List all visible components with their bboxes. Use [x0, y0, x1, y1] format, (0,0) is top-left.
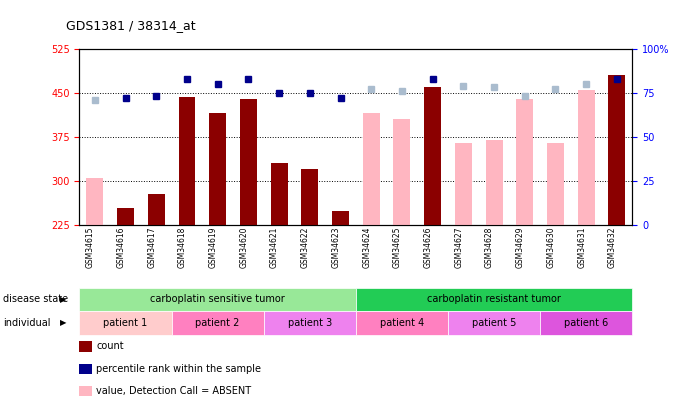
Bar [332, 211, 349, 225]
Text: GSM34618: GSM34618 [178, 227, 187, 268]
Text: patient 6: patient 6 [564, 318, 608, 328]
Text: GSM34627: GSM34627 [455, 227, 464, 268]
Text: patient 2: patient 2 [196, 318, 240, 328]
Text: individual: individual [3, 318, 51, 328]
Text: disease state: disease state [3, 294, 68, 304]
Bar [609, 75, 625, 225]
Bar [547, 143, 564, 225]
Text: ▶: ▶ [60, 295, 66, 304]
Text: count: count [96, 341, 124, 351]
Text: GSM34622: GSM34622 [301, 227, 310, 268]
Text: GSM34626: GSM34626 [424, 227, 433, 268]
Bar [486, 140, 502, 225]
Text: GSM34630: GSM34630 [547, 227, 556, 269]
Text: patient 5: patient 5 [472, 318, 516, 328]
Text: GSM34619: GSM34619 [209, 227, 218, 268]
Text: GSM34631: GSM34631 [577, 227, 586, 268]
Text: GSM34632: GSM34632 [608, 227, 617, 268]
Text: GSM34617: GSM34617 [147, 227, 156, 268]
Bar [178, 97, 196, 225]
Text: GSM34621: GSM34621 [270, 227, 279, 268]
Text: patient 4: patient 4 [380, 318, 424, 328]
Text: ▶: ▶ [60, 318, 66, 327]
Text: carboplatin resistant tumor: carboplatin resistant tumor [427, 294, 561, 304]
Text: GSM34628: GSM34628 [485, 227, 494, 268]
Bar [578, 90, 595, 225]
Bar [424, 87, 441, 225]
Bar [86, 178, 103, 225]
Bar [209, 113, 226, 225]
Text: value, Detection Call = ABSENT: value, Detection Call = ABSENT [96, 386, 251, 396]
Text: GSM34629: GSM34629 [515, 227, 524, 268]
Bar [363, 113, 379, 225]
Bar [455, 143, 472, 225]
Bar [240, 98, 257, 225]
Text: GSM34624: GSM34624 [362, 227, 371, 268]
Bar [271, 163, 287, 225]
Text: GDS1381 / 38314_at: GDS1381 / 38314_at [66, 19, 196, 32]
Text: carboplatin sensitive tumor: carboplatin sensitive tumor [150, 294, 285, 304]
Text: GSM34625: GSM34625 [393, 227, 402, 268]
Bar [117, 208, 134, 225]
Text: GSM34620: GSM34620 [239, 227, 248, 268]
Text: GSM34615: GSM34615 [86, 227, 95, 268]
Bar [148, 194, 164, 225]
Text: patient 1: patient 1 [104, 318, 148, 328]
Text: GSM34623: GSM34623 [332, 227, 341, 268]
Bar [516, 98, 533, 225]
Text: GSM34616: GSM34616 [117, 227, 126, 268]
Text: patient 3: patient 3 [287, 318, 332, 328]
Bar [301, 169, 319, 225]
Bar [393, 119, 410, 225]
Text: percentile rank within the sample: percentile rank within the sample [96, 364, 261, 373]
